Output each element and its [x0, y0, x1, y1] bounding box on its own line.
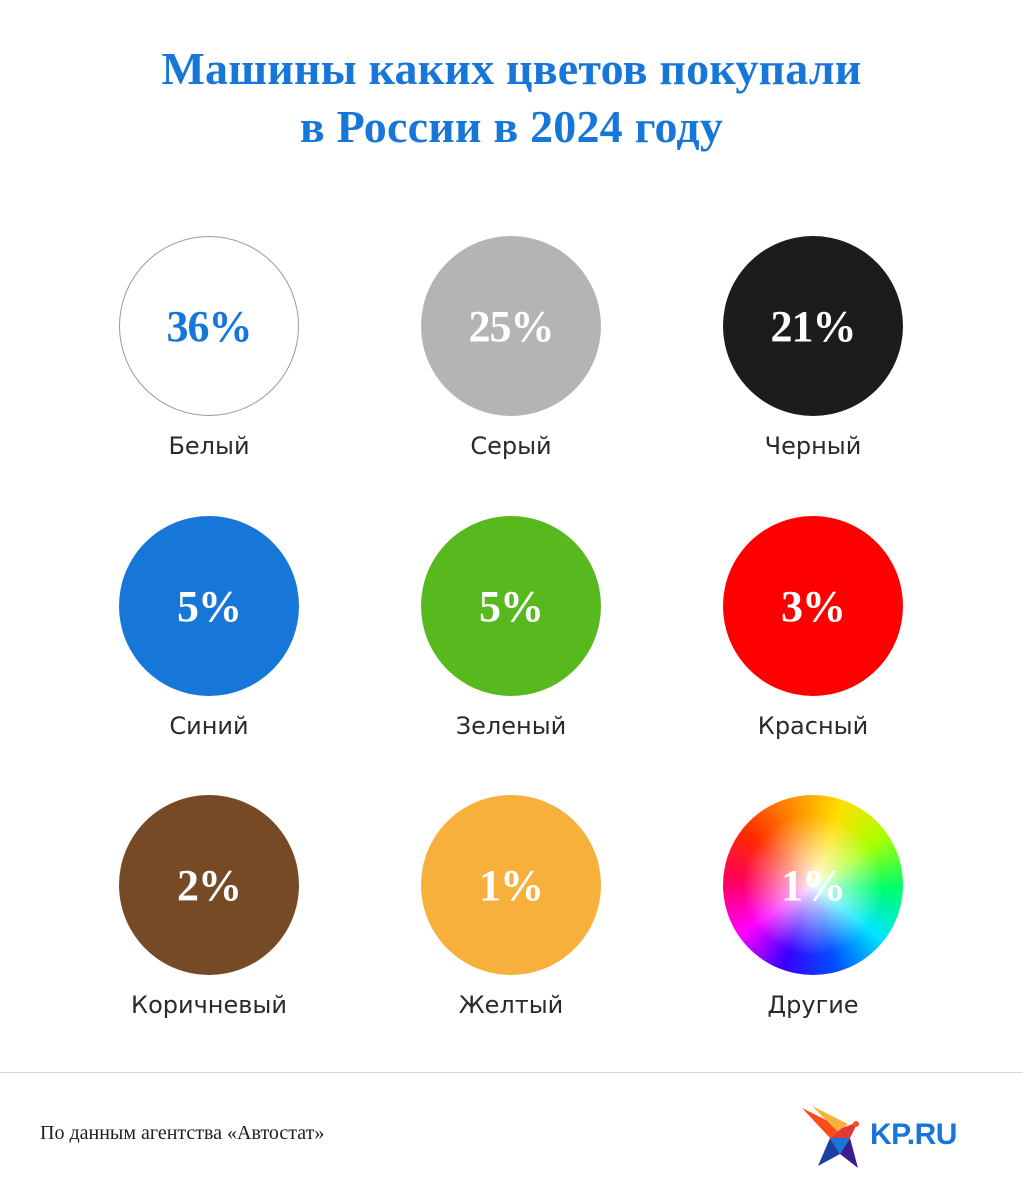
color-circle: 2%: [119, 795, 299, 975]
category-label: Другие: [767, 991, 859, 1019]
color-circle: 3%: [723, 516, 903, 696]
color-item: 25% Серый: [391, 236, 631, 476]
category-label: Белый: [168, 432, 250, 460]
value-label: 5%: [177, 581, 242, 631]
value-label: 1%: [781, 860, 846, 910]
color-item: 2% Коричневый: [89, 795, 329, 1035]
color-item: 3% Красный: [693, 516, 933, 756]
color-circle: 1%: [723, 795, 903, 975]
color-item: 1% Желтый: [391, 795, 631, 1035]
color-item: 5% Зеленый: [391, 516, 631, 756]
color-item: 5% Синий: [89, 516, 329, 756]
value-label: 5%: [479, 581, 544, 631]
color-circle: 5%: [119, 516, 299, 696]
logo-text: KP.RU: [870, 1118, 957, 1151]
category-label: Черный: [764, 432, 862, 460]
color-item: 21% Черный: [693, 236, 933, 476]
color-item: 36% Белый: [89, 236, 329, 476]
color-circle: 5%: [421, 516, 601, 696]
kp-ru-logo[interactable]: KP.RU: [800, 1104, 990, 1170]
value-label: 21%: [770, 301, 857, 351]
value-label: 36%: [166, 301, 253, 351]
category-label: Зеленый: [455, 712, 567, 740]
color-item: 1% Другие: [693, 795, 933, 1035]
color-circle: 25%: [421, 236, 601, 416]
chart-title-line-1: Машины каких цветов покупали: [161, 43, 862, 94]
value-label: 3%: [781, 581, 846, 631]
color-circle: 21%: [723, 236, 903, 416]
category-label: Красный: [757, 712, 869, 740]
color-circles-grid: 36% Белый 25% Серый 21% Черный 5% Синий 5% Зелены…: [89, 236, 933, 1035]
value-label: 25%: [468, 301, 555, 351]
value-label: 2%: [177, 860, 242, 910]
value-label: 1%: [479, 860, 544, 910]
category-label: Серый: [470, 432, 552, 460]
color-circle: 36%: [119, 236, 299, 416]
category-label: Синий: [169, 712, 249, 740]
category-label: Коричневый: [131, 991, 287, 1019]
chart-title-line-2: в России в 2024 году: [299, 101, 724, 152]
category-label: Желтый: [458, 991, 564, 1019]
chart-title: Машины каких цветов покупали в России в …: [0, 40, 1023, 156]
color-circle: 1%: [421, 795, 601, 975]
source-note: По данным агентства «Автостат»: [40, 1122, 325, 1144]
footer-divider: [0, 1072, 1023, 1073]
swallow-bird-icon: [802, 1106, 859, 1168]
